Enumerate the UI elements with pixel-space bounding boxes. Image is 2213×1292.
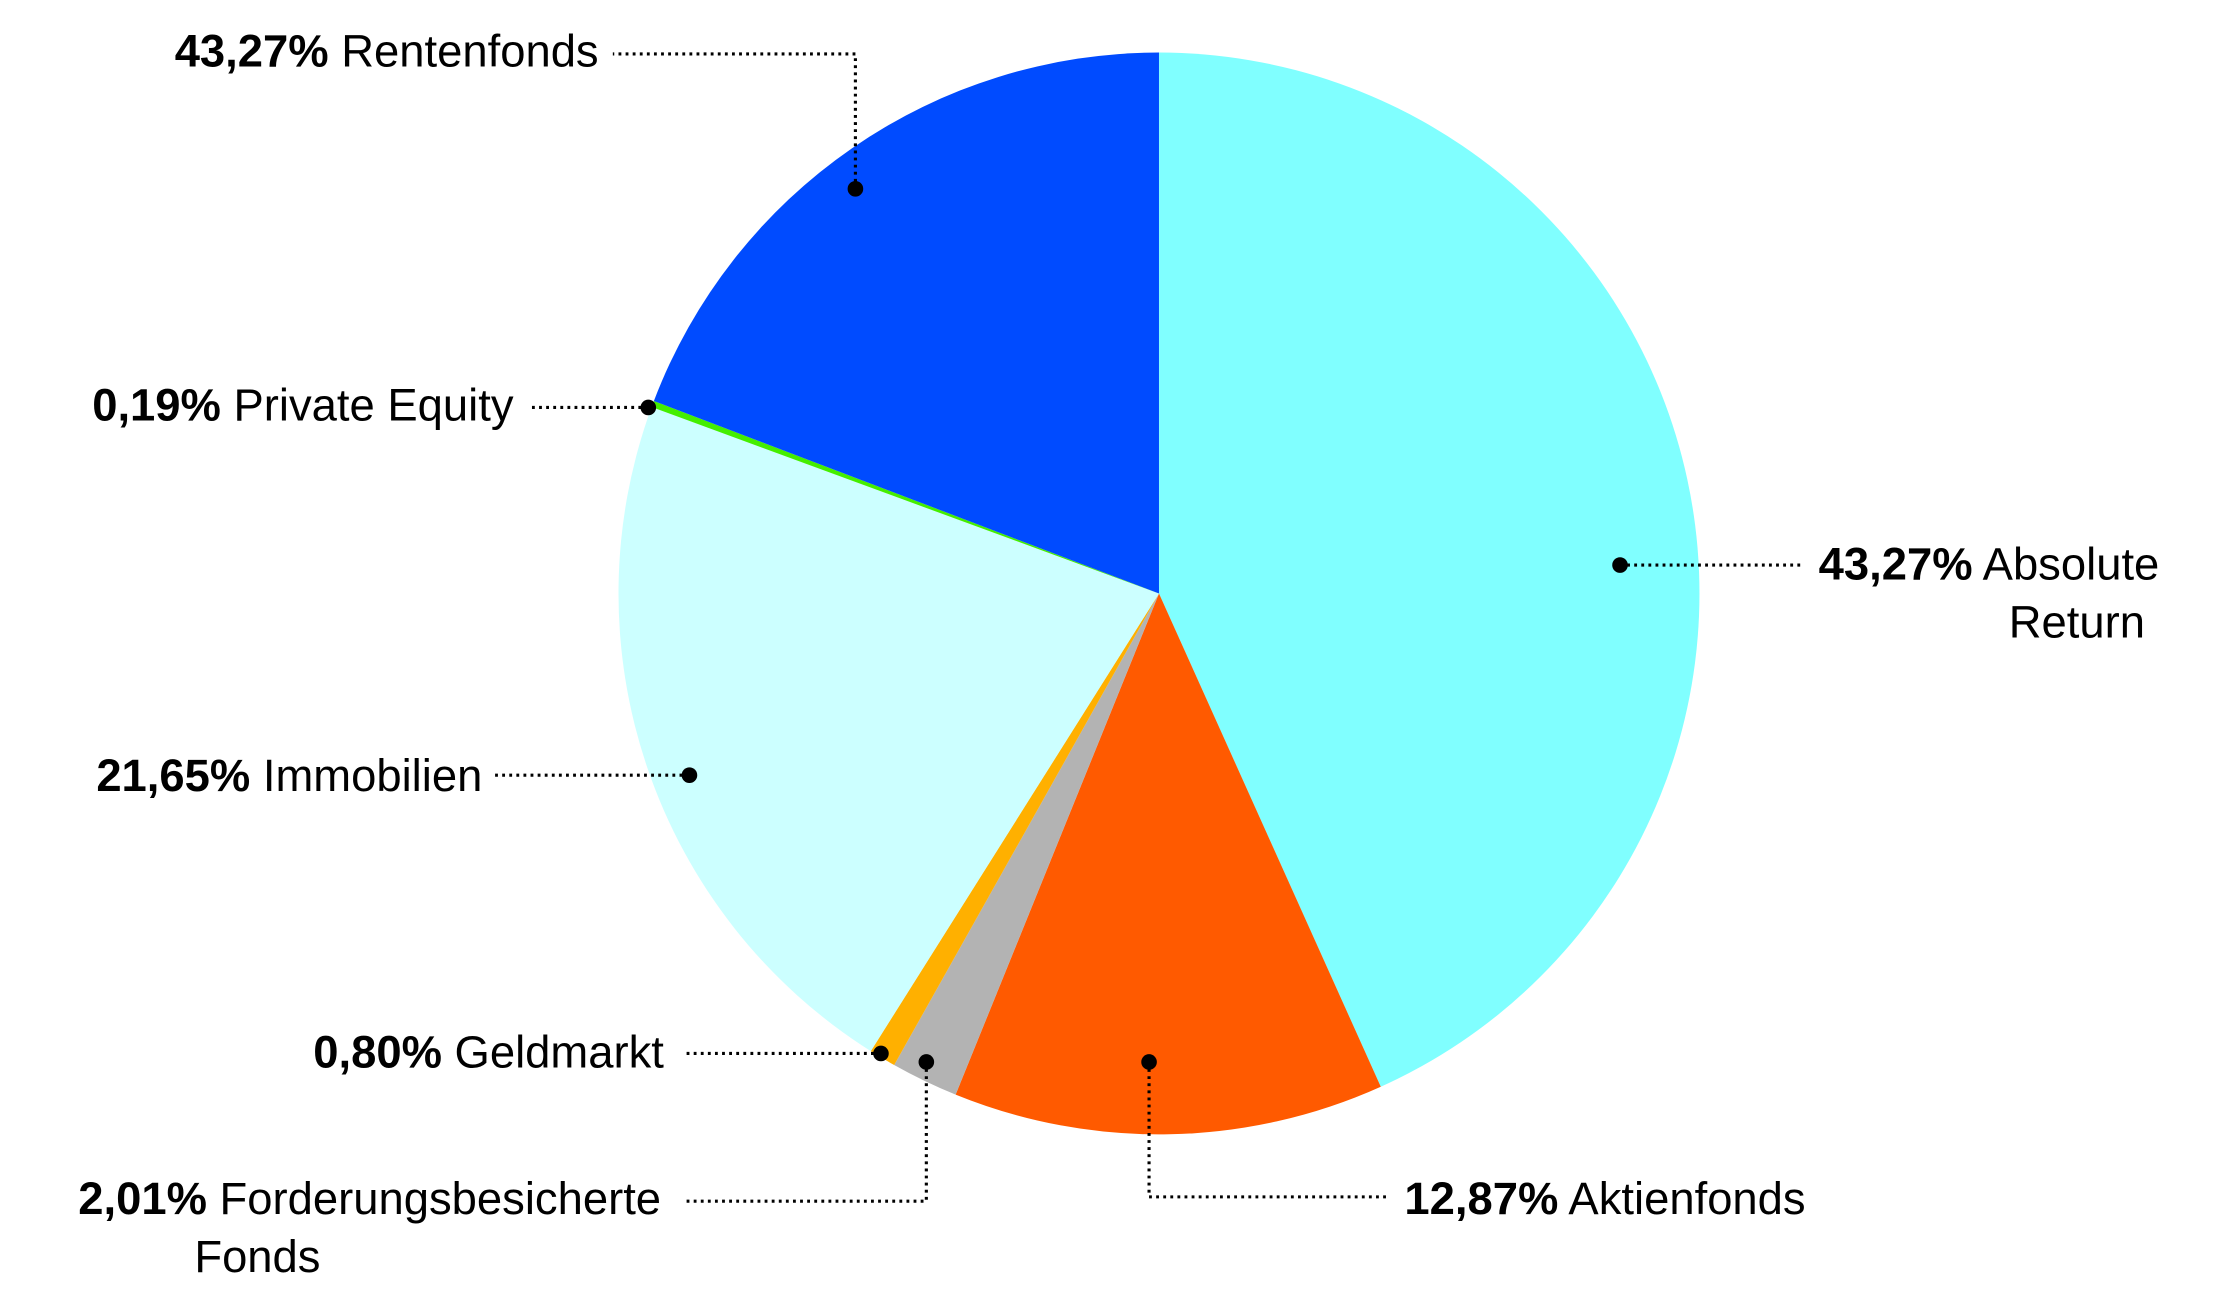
label-absolute-return-line2: Return: [2009, 596, 2145, 647]
leader-dot-private-equity: [640, 399, 657, 416]
leader-dot-geldmarkt: [873, 1045, 889, 1062]
label-value: 0,19%: [92, 379, 221, 430]
label-value: 12,87%: [1404, 1173, 1558, 1224]
slice-forderungsbesicherte-fonds: [894, 593, 1159, 1095]
pie-labels: 43,27% Absolute Return 12,87% Aktienfonds 2…: [78, 26, 2159, 1282]
label-name: Aktienfonds: [1558, 1173, 1805, 1224]
label-private-equity: 0,19% Private Equity: [92, 379, 514, 430]
label-name: Forderungsbesicherte: [207, 1173, 661, 1224]
label-name: Rentenfonds: [329, 26, 599, 77]
leader-line-forderungsbesicherte-fonds: [683, 1061, 928, 1203]
label-rentenfonds: 43,27% Rentenfonds: [175, 26, 599, 77]
leader-dot-absolute-return: [1612, 557, 1628, 573]
label-name: Absolute: [1973, 538, 2160, 589]
slice-private-equity: [651, 400, 1159, 594]
label-value: 43,27%: [175, 26, 329, 77]
label-value: 0,80%: [313, 1027, 442, 1078]
leader-dot-forderungsbesicherte-fonds: [918, 1054, 935, 1070]
label-aktienfonds: 12,87% Aktienfonds: [1404, 1173, 1805, 1224]
label-value: 21,65%: [96, 750, 250, 801]
label-name: Private Equity: [221, 379, 514, 430]
slice-absolute-return: [1158, 52, 1700, 1087]
label-geldmarkt: 0,80% Geldmarkt: [313, 1027, 664, 1078]
label-value: 2,01%: [78, 1173, 207, 1224]
leader-line-aktienfonds: [1147, 1061, 1388, 1199]
slice-rentenfonds: [653, 52, 1159, 594]
label-forderungsbesicherte-fonds-line2: Fonds: [194, 1231, 320, 1282]
label-forderungsbesicherte-fonds: 2,01% Forderungsbesicherte: [78, 1173, 661, 1224]
pie-slices: [618, 52, 1700, 1135]
leader-dot-immobilien: [681, 767, 698, 784]
slice-immobilien: [618, 407, 1159, 1052]
leader-line-rentenfonds: [612, 52, 857, 189]
label-value: 43,27%: [1819, 538, 1973, 589]
slice-geldmarkt: [870, 593, 1159, 1066]
leader-dot-rentenfonds: [847, 181, 864, 197]
label-immobilien: 21,65% Immobilien: [96, 750, 482, 801]
label-absolute-return: 43,27% Absolute: [1819, 538, 2160, 589]
leader-dot-aktienfonds: [1141, 1054, 1157, 1070]
slice-aktienfonds: [955, 593, 1381, 1135]
label-name: Immobilien: [250, 750, 482, 801]
label-name: Geldmarkt: [442, 1027, 664, 1078]
